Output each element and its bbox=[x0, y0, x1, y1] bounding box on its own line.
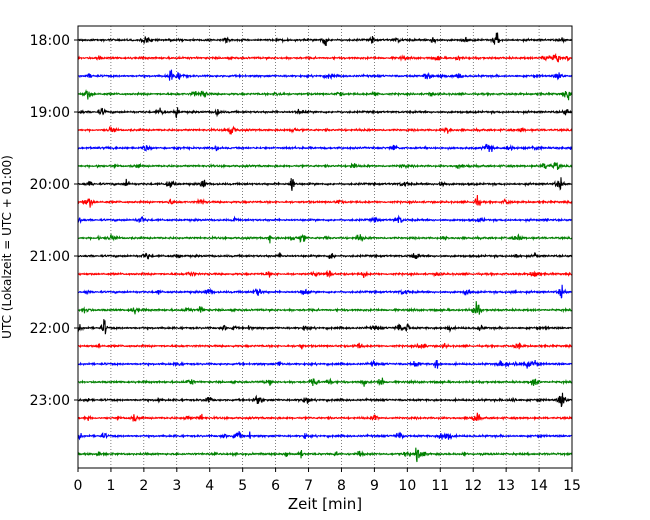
trace-row-1845 bbox=[77, 88, 573, 101]
trace-row-2330 bbox=[77, 431, 573, 441]
y-tick-label: 19:00 bbox=[30, 105, 70, 121]
plot-frame bbox=[77, 25, 573, 469]
seismic-traces bbox=[77, 32, 573, 463]
x-tick-label: 5 bbox=[238, 478, 247, 494]
trace-row-2015 bbox=[77, 195, 573, 208]
trace-row-1815 bbox=[77, 52, 573, 63]
x-tick-label: 14 bbox=[530, 478, 548, 494]
y-tick-label: 20:00 bbox=[30, 177, 70, 193]
trace-row-2030 bbox=[77, 214, 573, 224]
trace-row-2115 bbox=[77, 269, 573, 279]
trace-row-2215 bbox=[77, 342, 573, 350]
y-axis-label: UTC (Lokalzeit = UTC + 01:00) bbox=[0, 155, 14, 339]
x-tick-label: 3 bbox=[172, 478, 181, 494]
trace-row-1915 bbox=[77, 125, 573, 135]
trace-row-2200 bbox=[77, 319, 573, 335]
y-axis-ticks: 18:00 19:00 20:00 21:00 22:00 23:00 bbox=[30, 33, 78, 409]
y-tick-label: 23:00 bbox=[30, 393, 70, 409]
trace-row-1800 bbox=[77, 32, 573, 47]
x-tick-label: 2 bbox=[139, 478, 148, 494]
x-tick-label: 6 bbox=[271, 478, 280, 494]
trace-row-2145 bbox=[77, 301, 573, 315]
x-tick-label: 12 bbox=[464, 478, 482, 494]
grid-lines bbox=[110, 26, 540, 468]
x-tick-label: 1 bbox=[106, 478, 115, 494]
trace-row-1830 bbox=[77, 69, 573, 81]
trace-row-2315 bbox=[77, 412, 573, 422]
trace-row-2000 bbox=[77, 177, 573, 191]
trace-row-2130 bbox=[77, 284, 573, 299]
x-tick-label: 0 bbox=[74, 478, 83, 494]
x-tick-label: 11 bbox=[431, 478, 449, 494]
x-axis-label: Zeit [min] bbox=[288, 495, 362, 513]
trace-row-2245 bbox=[77, 377, 573, 387]
x-tick-label: 8 bbox=[337, 478, 346, 494]
x-tick-label: 10 bbox=[398, 478, 416, 494]
trace-row-2230 bbox=[77, 359, 573, 369]
y-tick-label: 22:00 bbox=[30, 321, 70, 337]
trace-row-2100 bbox=[77, 252, 573, 260]
trace-row-1900 bbox=[77, 107, 573, 119]
y-tick-label: 18:00 bbox=[30, 33, 70, 49]
trace-row-1945 bbox=[77, 161, 573, 170]
trace-row-1930 bbox=[77, 143, 573, 152]
x-tick-label: 9 bbox=[370, 478, 379, 494]
trace-row-2345 bbox=[77, 447, 573, 463]
x-tick-label: 4 bbox=[205, 478, 214, 494]
x-tick-label: 15 bbox=[563, 478, 581, 494]
trace-row-2300 bbox=[77, 392, 573, 407]
y-tick-label: 21:00 bbox=[30, 249, 70, 265]
trace-row-2045 bbox=[77, 233, 573, 244]
x-tick-label: 13 bbox=[497, 478, 515, 494]
x-tick-label: 7 bbox=[304, 478, 313, 494]
x-axis-ticks: 0 1 2 3 4 5 6 7 8 9 10 11 12 13 14 15 bbox=[74, 468, 581, 494]
